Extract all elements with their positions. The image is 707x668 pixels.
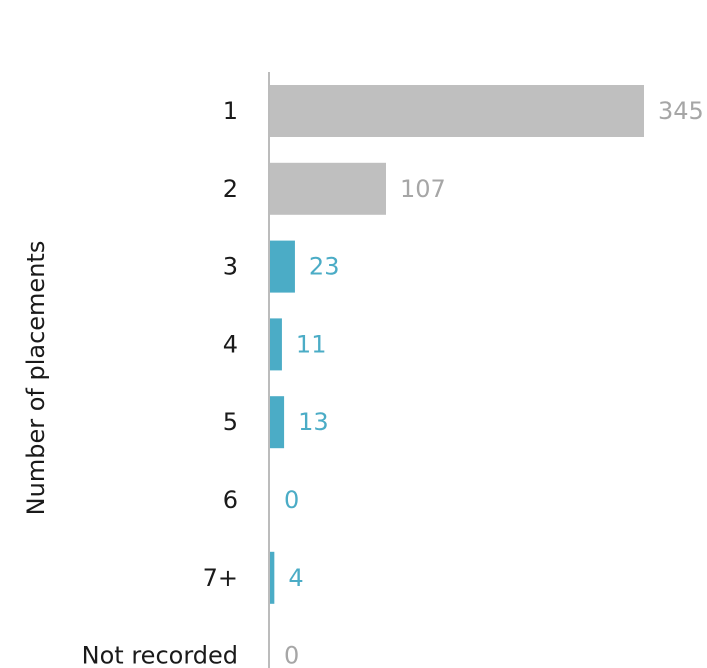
bar-4: [270, 318, 282, 371]
category-label: 6: [223, 486, 238, 514]
value-labels-group: 345 107 23 11 13 0 4 0: [284, 97, 704, 668]
bar-3: [270, 240, 295, 293]
value-label: 107: [400, 175, 446, 203]
bar-5: [270, 396, 285, 449]
category-label: 1: [223, 97, 238, 125]
bar-7-: [270, 551, 275, 604]
value-label: 345: [658, 97, 704, 125]
category-label: 5: [223, 408, 238, 436]
value-label: 13: [298, 408, 329, 436]
value-label: 4: [288, 564, 303, 592]
y-axis-title: Number of placements: [22, 241, 50, 516]
category-label: 4: [223, 330, 238, 358]
bar-1: [270, 85, 644, 137]
value-label: 23: [309, 253, 340, 281]
category-labels-group: 1 2 3 4 5 6 7+ Not recorded: [82, 97, 238, 668]
category-label: 7+: [203, 564, 238, 592]
value-label: 0: [284, 486, 299, 514]
category-label: 3: [223, 253, 238, 281]
category-label: Not recorded: [82, 642, 238, 668]
value-label: 0: [284, 642, 299, 668]
category-label: 2: [223, 175, 238, 203]
bar-2: [270, 162, 386, 215]
bars-group: [270, 85, 644, 604]
value-label: 11: [296, 330, 327, 358]
